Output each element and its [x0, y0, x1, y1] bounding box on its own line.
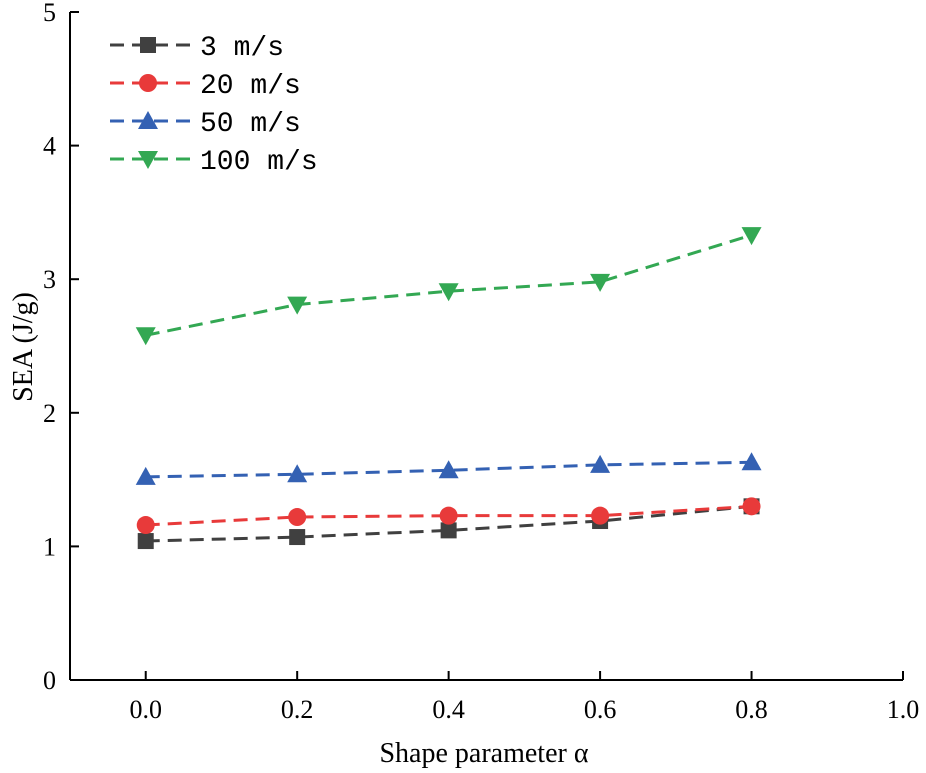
- y-tick-label: 5: [43, 0, 56, 27]
- data-point: [287, 296, 308, 315]
- data-point: [440, 522, 457, 539]
- series-1: [136, 497, 761, 535]
- series-layer: [135, 227, 762, 550]
- series-line: [145, 504, 752, 527]
- x-tick-label: 0.4: [432, 695, 465, 724]
- legend: 3 m/s 20 m/s 50 m/s 100 m/s: [110, 33, 318, 178]
- x-tick-label: 0.8: [735, 695, 768, 724]
- data-point: [438, 460, 459, 479]
- data-point: [742, 497, 761, 516]
- series-3: [135, 227, 762, 346]
- y-tick-label: 3: [43, 265, 56, 294]
- data-point: [136, 516, 155, 535]
- legend-entry: 50 m/s: [110, 109, 301, 140]
- y-tick-label: 0: [43, 666, 56, 695]
- data-point: [288, 508, 307, 527]
- x-tick-label: 1.0: [887, 695, 920, 724]
- data-point: [741, 227, 762, 246]
- legend-label: 20 m/s: [200, 71, 301, 102]
- legend-label: 50 m/s: [200, 109, 301, 140]
- y-tick-label: 4: [43, 132, 56, 161]
- legend-label: 100 m/s: [200, 147, 318, 178]
- legend-label: 3 m/s: [200, 33, 284, 64]
- x-tick-label: 0.6: [584, 695, 617, 724]
- legend-entry: 20 m/s: [110, 71, 301, 102]
- data-point: [591, 506, 610, 525]
- x-tick-label: 0.2: [281, 695, 314, 724]
- y-tick-label: 2: [43, 399, 56, 428]
- data-point: [135, 466, 156, 485]
- legend-marker: [138, 111, 158, 129]
- legend-marker: [140, 37, 156, 53]
- data-point: [741, 452, 762, 471]
- data-point: [438, 283, 459, 302]
- series-2: [135, 452, 762, 485]
- x-axis-title: Shape parameter α: [379, 738, 588, 769]
- x-tick-label: 0.0: [129, 695, 162, 724]
- legend-entry: 100 m/s: [110, 147, 318, 178]
- legend-marker: [138, 151, 158, 169]
- axes: 0 1 2 3 4 5 0.0 0.2 0.4 0.6 0.8 1.0: [43, 0, 919, 724]
- series-line: [145, 460, 752, 479]
- y-axis-title: SEA (J/g): [8, 292, 39, 402]
- data-point: [439, 506, 458, 525]
- y-tick-label: 1: [43, 532, 56, 561]
- data-point: [287, 464, 308, 483]
- legend-marker: [139, 74, 157, 92]
- series-line: [145, 504, 752, 543]
- data-point: [590, 454, 611, 473]
- legend-entry: 3 m/s: [110, 33, 284, 64]
- data-point: [137, 533, 154, 550]
- data-point: [289, 529, 306, 546]
- series-line: [145, 233, 752, 337]
- data-point: [135, 327, 156, 346]
- data-point: [590, 273, 611, 292]
